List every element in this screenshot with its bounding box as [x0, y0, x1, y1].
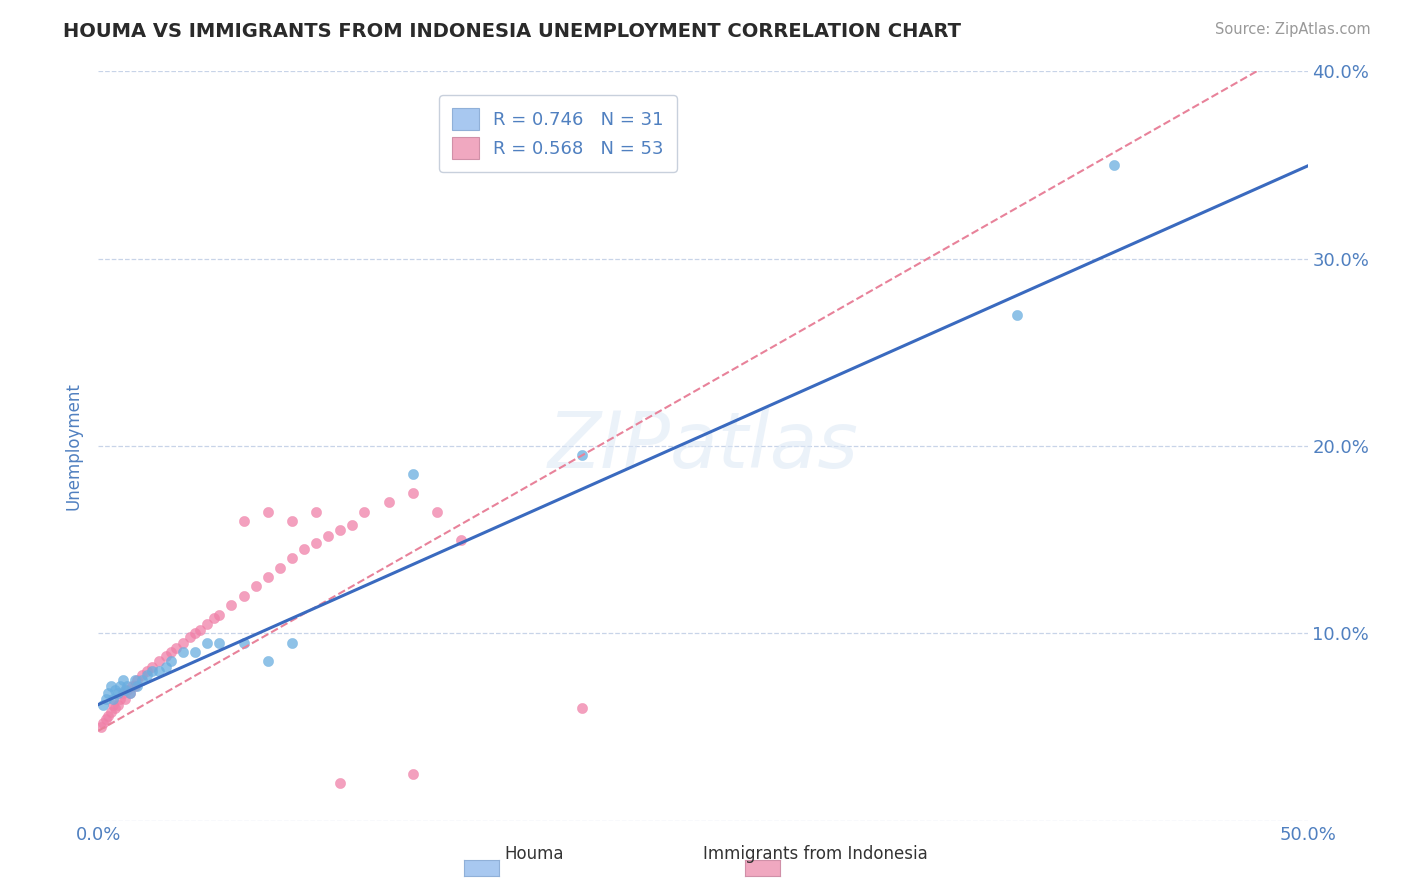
- Point: [377, 495, 399, 509]
- Point: [117, 682, 139, 697]
- Point: [124, 673, 146, 688]
- Point: [232, 635, 254, 649]
- Point: [135, 664, 157, 678]
- Point: [221, 599, 243, 613]
- Point: [204, 611, 226, 625]
- Point: [329, 776, 352, 790]
- Point: [281, 551, 304, 566]
- Point: [97, 708, 120, 723]
- Point: [101, 692, 124, 706]
- Text: Houma: Houma: [505, 846, 564, 863]
- Point: [91, 716, 114, 731]
- Point: [184, 626, 207, 640]
- Text: Immigrants from Indonesia: Immigrants from Indonesia: [703, 846, 928, 863]
- Point: [195, 617, 218, 632]
- Text: HOUMA VS IMMIGRANTS FROM INDONESIA UNEMPLOYMENT CORRELATION CHART: HOUMA VS IMMIGRANTS FROM INDONESIA UNEMP…: [63, 22, 962, 41]
- Point: [165, 641, 187, 656]
- Point: [188, 623, 211, 637]
- Point: [121, 679, 143, 693]
- Point: [305, 536, 328, 550]
- Point: [426, 505, 449, 519]
- Point: [111, 673, 134, 688]
- Point: [179, 630, 201, 644]
- Point: [329, 524, 352, 538]
- Point: [172, 645, 194, 659]
- Point: [107, 698, 129, 712]
- Text: Source: ZipAtlas.com: Source: ZipAtlas.com: [1215, 22, 1371, 37]
- Point: [172, 635, 194, 649]
- Text: ZIPatlas: ZIPatlas: [547, 408, 859, 484]
- Point: [571, 449, 593, 463]
- Legend: R = 0.746   N = 31, R = 0.568   N = 53: R = 0.746 N = 31, R = 0.568 N = 53: [439, 95, 676, 172]
- Point: [148, 655, 170, 669]
- Point: [281, 635, 304, 649]
- Point: [353, 505, 375, 519]
- Point: [90, 720, 112, 734]
- Point: [269, 561, 291, 575]
- Point: [94, 692, 117, 706]
- Point: [256, 655, 278, 669]
- Point: [184, 645, 207, 659]
- Point: [402, 767, 425, 781]
- Point: [100, 705, 122, 719]
- Point: [208, 635, 231, 649]
- Point: [94, 713, 117, 727]
- Point: [108, 679, 131, 693]
- Point: [111, 686, 134, 700]
- Point: [127, 673, 149, 688]
- Point: [305, 505, 328, 519]
- Point: [135, 667, 157, 681]
- Point: [160, 645, 183, 659]
- Point: [232, 589, 254, 603]
- Point: [195, 635, 218, 649]
- Point: [124, 679, 146, 693]
- Point: [91, 698, 114, 712]
- Point: [402, 467, 425, 482]
- Point: [107, 686, 129, 700]
- Point: [292, 542, 315, 557]
- Point: [104, 701, 127, 715]
- Point: [100, 679, 122, 693]
- Point: [101, 698, 124, 712]
- Point: [114, 682, 136, 697]
- Point: [108, 692, 131, 706]
- Point: [117, 679, 139, 693]
- Point: [256, 505, 278, 519]
- Point: [118, 686, 141, 700]
- Point: [342, 517, 364, 532]
- Point: [97, 686, 120, 700]
- Point: [450, 533, 472, 547]
- Point: [141, 660, 163, 674]
- Point: [118, 686, 141, 700]
- Point: [1102, 158, 1125, 172]
- Point: [402, 486, 425, 500]
- Point: [256, 570, 278, 584]
- Point: [114, 692, 136, 706]
- Point: [160, 655, 183, 669]
- Point: [104, 682, 127, 697]
- Point: [127, 679, 149, 693]
- Point: [148, 664, 170, 678]
- Point: [155, 660, 177, 674]
- Point: [316, 529, 339, 543]
- Point: [571, 701, 593, 715]
- Point: [281, 514, 304, 528]
- Y-axis label: Unemployment: Unemployment: [65, 382, 83, 510]
- Point: [131, 667, 153, 681]
- Point: [232, 514, 254, 528]
- Point: [208, 607, 231, 622]
- Point: [245, 580, 267, 594]
- Point: [131, 673, 153, 688]
- Point: [141, 664, 163, 678]
- Point: [1007, 308, 1029, 322]
- Point: [155, 648, 177, 663]
